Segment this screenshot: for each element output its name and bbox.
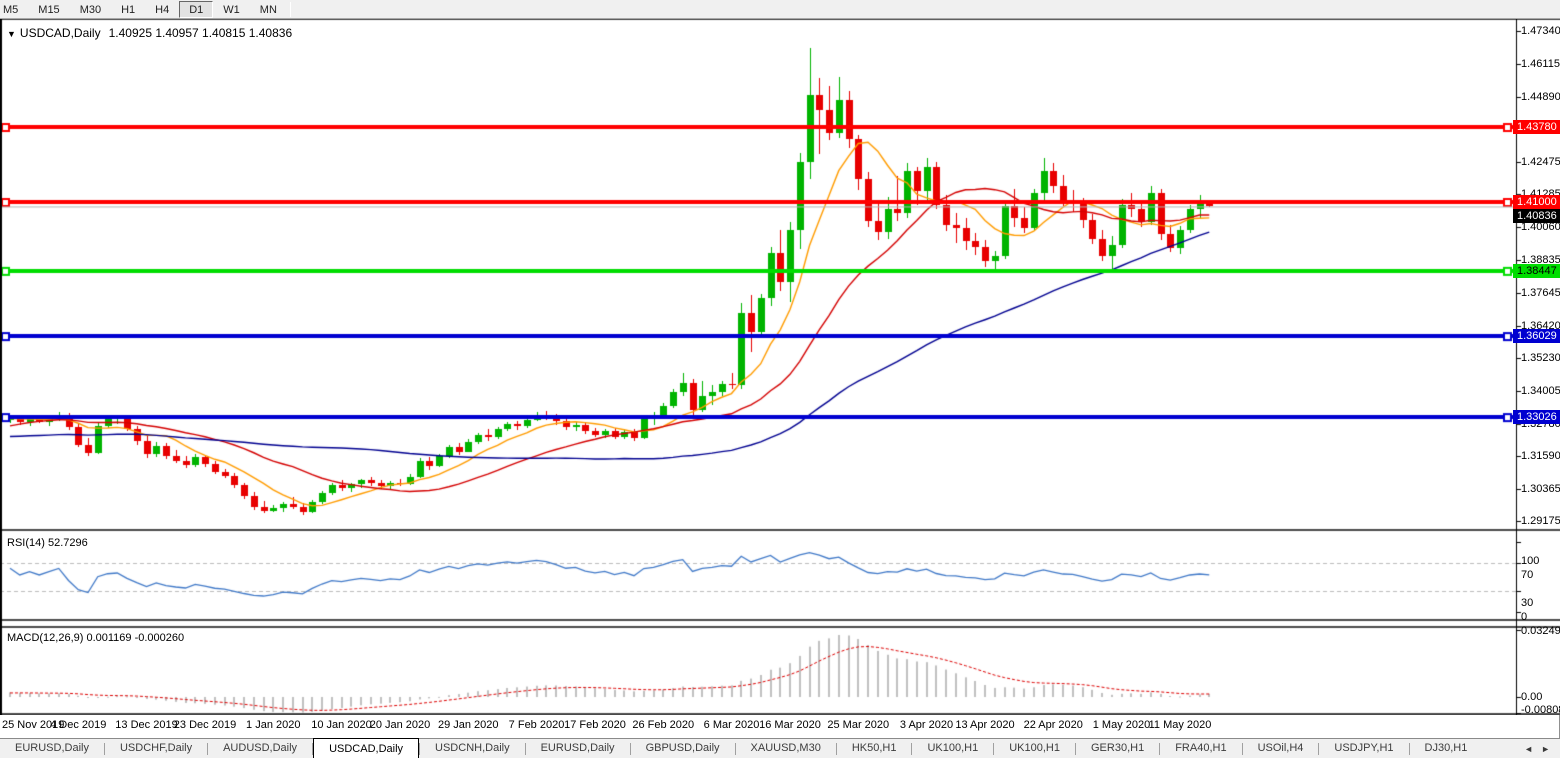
rsi-label: RSI(14) 52.7296 [7,537,88,549]
level-price-badge: 1.33026 [1513,410,1560,425]
price-tick-label: 1.47340 [1521,25,1560,37]
chart-tab-xauusd-m30[interactable]: XAUUSD,M30 [750,742,821,754]
rsi-scale-label: 100 [1521,555,1540,567]
chart-tab-uk100-h1[interactable]: UK100,H1 [927,742,979,754]
date-tick-label: 25 Mar 2020 [827,719,890,731]
date-tick-label: 23 Dec 2019 [173,719,237,731]
tab-separator [1408,742,1410,755]
chart-tab-audusd-daily[interactable]: AUDUSD,Daily [223,742,298,754]
date-tick-label: 17 Feb 2020 [564,719,626,731]
price-tick-label: 1.46115 [1521,58,1560,71]
tab-separator [993,742,995,755]
price-tick-label: 1.31590 [1521,449,1560,462]
chart-tab-ger30-h1[interactable]: GER30,H1 [1091,742,1145,754]
chart-window: ▼ USDCAD,Daily 1.40925 1.40957 1.40815 1.4… [0,19,1560,731]
chart-tab-usdcnh-daily[interactable]: USDCNH,Daily [435,742,510,754]
price-tick-label: 1.40060 [1521,221,1560,234]
chart-tab-uk100-h1[interactable]: UK100,H1 [1009,742,1060,754]
timeframe-toolbar: M5 M15 M30 H1 H4 D1 W1 MN [0,0,1560,19]
tab-separator [524,742,526,755]
date-tick-label: 3 Apr 2020 [899,719,954,731]
tab-separator [911,742,913,755]
date-tick-label: 13 Dec 2019 [115,719,178,731]
chart-ohlc-values: 1.40925 1.40957 1.40815 1.40836 [108,26,293,40]
timeframe-button-h1[interactable]: H1 [121,3,136,16]
tab-separator [835,742,837,755]
macd-scale-label: -0.008086 [1521,704,1560,716]
chart-tab-usdjpy-h1[interactable]: USDJPY,H1 [1334,742,1394,754]
chart-tab-usoil-h4[interactable]: USOil,H4 [1257,742,1304,754]
date-tick-label: 7 Feb 2020 [508,719,565,731]
rsi-scale-label: 30 [1521,597,1534,609]
level-price-badge: 1.43780 [1513,120,1560,135]
date-tick-label: 1 Jan 2020 [246,719,301,731]
date-tick-label: 1 May 2020 [1092,719,1151,731]
timeframe-button-mn[interactable]: MN [259,3,277,16]
timeframe-button-h4[interactable]: H4 [155,3,170,16]
tab-separator [629,742,631,755]
date-tick-label: 26 Feb 2020 [632,719,695,731]
tab-separator [1318,742,1320,755]
toolbar-separator [289,1,291,17]
date-tick-label: 22 Apr 2020 [1023,719,1083,731]
chart-tab-eurusd-daily[interactable]: EURUSD,Daily [15,742,89,754]
chart-tab-eurusd-daily[interactable]: EURUSD,Daily [540,742,615,754]
price-tick-label: 1.42475 [1521,156,1560,169]
price-tick-label: 1.38835 [1521,254,1560,267]
chart-tab-fra40-h1[interactable]: FRA40,H1 [1175,742,1227,754]
chart-tab-hk50-h1[interactable]: HK50,H1 [851,742,897,754]
timeframe-button-w1[interactable]: W1 [223,3,240,16]
rsi-scale-label: 0 [1521,611,1528,623]
chart-dropdown-icon[interactable]: ▼ [7,29,16,39]
tabs-scroll-left-icon[interactable]: ◄ [1524,743,1534,754]
tab-separator [1159,742,1161,755]
tab-separator [1241,742,1243,755]
date-tick-label: 16 Mar 2020 [759,719,821,731]
macd-scale-label: 0.032493 [1521,625,1560,637]
price-tick-label: 1.29175 [1521,515,1560,527]
timeframe-button-m30[interactable]: M30 [79,3,102,16]
date-tick-label: 20 Jan 2020 [369,719,431,731]
price-tick-label: 1.44890 [1521,91,1560,104]
chart-symbol: USDCAD,Daily [19,26,101,40]
timeframe-button-d1[interactable]: D1 [179,0,214,18]
date-tick-label: 13 Apr 2020 [955,719,1015,731]
price-tick-label: 1.35230 [1521,351,1560,364]
level-price-badge: 1.41000 [1513,195,1560,210]
timeframe-button-m15[interactable]: M15 [38,3,60,16]
level-price-badge: 1.38447 [1513,263,1560,278]
date-tick-label: 11 May 2020 [1148,719,1212,731]
chart-tab-usdchf-daily[interactable]: USDCHF,Daily [119,742,193,754]
price-tick-label: 1.37645 [1521,286,1560,299]
chart-tab-gbpusd-daily[interactable]: GBPUSD,Daily [645,742,720,754]
timeframe-button-m5[interactable]: M5 [3,3,19,16]
date-tick-label: 6 Mar 2020 [703,719,760,731]
date-tick-label: 29 Jan 2020 [437,719,499,731]
date-tick-label: 25 Nov 2019 [2,719,65,731]
tab-separator [312,742,314,755]
chart-tab-dj30-h1[interactable]: DJ30,H1 [1424,742,1468,754]
tab-separator [103,742,105,755]
level-price-badge: 1.36029 [1513,329,1560,344]
tab-separator [207,742,209,755]
price-chart-canvas[interactable] [0,19,1560,715]
chart-title: ▼ USDCAD,Daily 1.40925 1.40957 1.40815 1.4… [7,26,292,40]
tab-separator [734,742,736,755]
rsi-scale-label: 70 [1521,569,1534,581]
current-price-badge: 1.40836 [1513,209,1560,224]
date-tick-label: 10 Jan 2020 [311,719,372,731]
tab-separator [419,742,421,755]
tabs-scroll-controls: ◄ ► [1524,739,1560,758]
macd-scale-label: 0.00 [1521,691,1543,703]
chart-tab-bar: EURUSD,Daily USDCHF,Daily AUDUSD,Daily USDC… [0,738,1560,758]
price-tick-label: 1.34005 [1521,384,1560,397]
date-tick-label: 4 Dec 2019 [50,719,107,731]
tab-separator [1075,742,1076,755]
price-tick-label: 1.30365 [1521,482,1560,495]
chart-tab-usdcad-daily[interactable]: USDCAD,Daily [313,738,420,758]
macd-label: MACD(12,26,9) 0.001169 -0.000260 [7,632,185,644]
tabs-scroll-right-icon[interactable]: ► [1541,743,1550,754]
price-tick-label: 1.36420 [1521,319,1560,332]
